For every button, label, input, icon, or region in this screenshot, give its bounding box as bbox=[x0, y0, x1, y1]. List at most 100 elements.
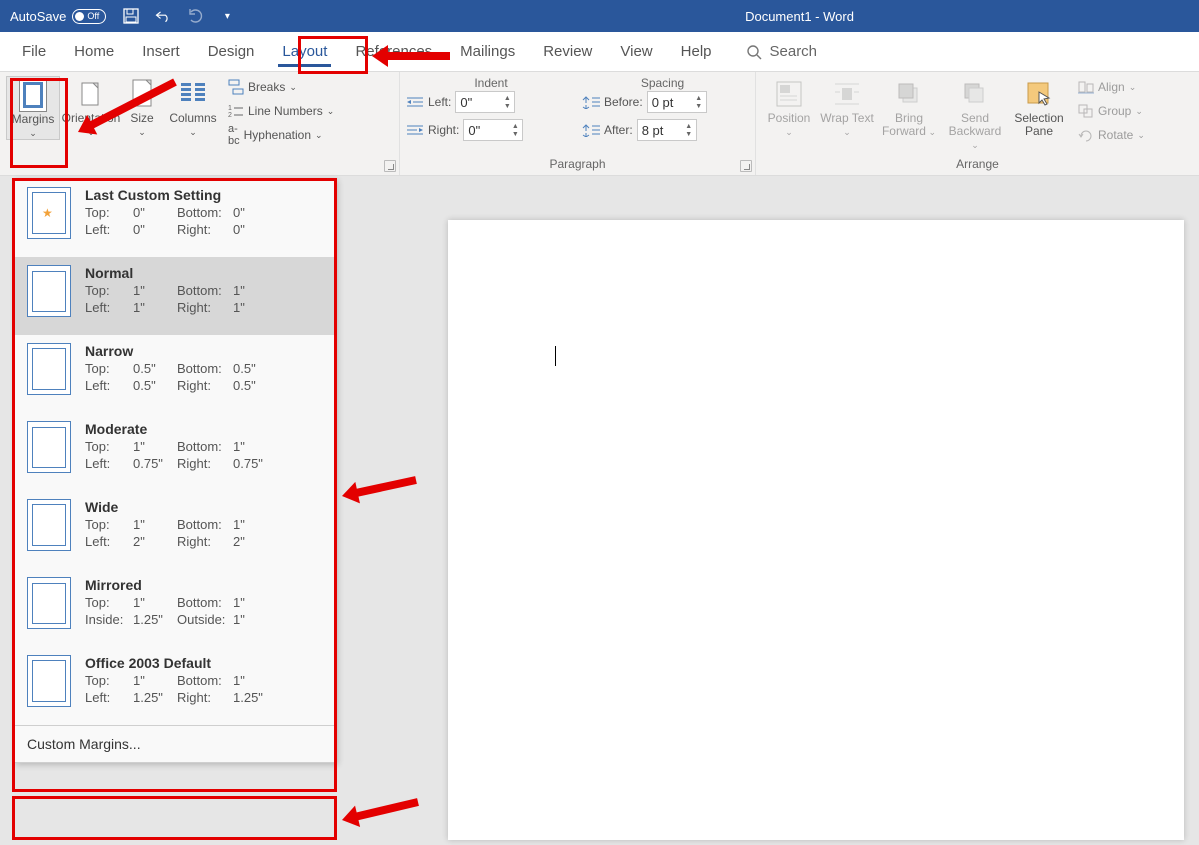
group-icon bbox=[1078, 104, 1094, 118]
margins-button[interactable]: Margins⌄ bbox=[6, 76, 60, 140]
margin-option-last-custom-setting[interactable]: ★ Last Custom Setting Top:0"Bottom:0"Left:… bbox=[15, 179, 335, 257]
margin-option-name: Moderate bbox=[85, 421, 323, 437]
tab-insert[interactable]: Insert bbox=[128, 32, 194, 71]
paragraph-expander[interactable] bbox=[740, 160, 752, 172]
autosave-label: AutoSave bbox=[10, 9, 66, 24]
position-button: Position⌄ bbox=[762, 76, 816, 138]
svg-text:2: 2 bbox=[228, 112, 232, 119]
hyphenation-icon: a-bc bbox=[228, 123, 240, 147]
spacing-header: Spacing bbox=[576, 76, 749, 90]
margin-preview-icon bbox=[27, 265, 71, 317]
tab-design[interactable]: Design bbox=[194, 32, 269, 71]
custom-margins-button[interactable]: Custom Margins... bbox=[15, 725, 335, 762]
margins-icon bbox=[19, 78, 47, 112]
save-icon[interactable] bbox=[122, 7, 140, 25]
tab-review[interactable]: Review bbox=[529, 32, 606, 71]
spacing-before-row: Before: 0 pt▲▼ bbox=[582, 90, 749, 114]
margin-preview-icon bbox=[27, 655, 71, 707]
rotate-icon bbox=[1078, 128, 1094, 142]
tab-mailings[interactable]: Mailings bbox=[446, 32, 529, 71]
wrap-text-button: Wrap Text⌄ bbox=[820, 76, 874, 138]
ribbon-group-arrange: Position⌄ Wrap Text⌄ Bring Forward ⌄ Sen… bbox=[756, 72, 1199, 175]
margin-preview-icon: ★ bbox=[27, 187, 71, 239]
quick-access-toolbar: ▾ bbox=[122, 7, 236, 25]
selection-pane-icon bbox=[1025, 80, 1053, 108]
margin-values: Top:1"Bottom:1"Inside:1.25"Outside:1" bbox=[85, 595, 323, 627]
tab-home[interactable]: Home bbox=[60, 32, 128, 71]
page-setup-expander[interactable] bbox=[384, 160, 396, 172]
margin-preview-icon bbox=[27, 577, 71, 629]
document-title: Document1 - Word bbox=[745, 9, 854, 24]
send-backward-icon bbox=[961, 80, 989, 108]
autosave-toggle[interactable]: Off bbox=[72, 9, 106, 24]
indent-left-row: Left: 0"▲▼ bbox=[406, 90, 576, 114]
margin-option-name: Mirrored bbox=[85, 577, 323, 593]
arrange-label: Arrange bbox=[762, 157, 1193, 173]
margin-values: Top:1"Bottom:1"Left:0.75"Right:0.75" bbox=[85, 439, 323, 471]
ribbon: Margins⌄ Orientation⌄ Size⌄ Columns⌄ Bre… bbox=[0, 72, 1199, 176]
hyphenation-button[interactable]: a-bcHyphenation⌄ bbox=[228, 124, 334, 146]
indent-right-input[interactable]: 0"▲▼ bbox=[463, 119, 523, 141]
margin-values: Top:0"Bottom:0"Left:0"Right:0" bbox=[85, 205, 323, 237]
indent-right-row: Right: 0"▲▼ bbox=[406, 118, 576, 142]
margin-values: Top:0.5"Bottom:0.5"Left:0.5"Right:0.5" bbox=[85, 361, 323, 393]
margin-option-narrow[interactable]: Narrow Top:0.5"Bottom:0.5"Left:0.5"Right:… bbox=[15, 335, 335, 413]
indent-left-icon bbox=[406, 95, 424, 109]
margin-option-normal[interactable]: Normal Top:1"Bottom:1"Left:1"Right:1" bbox=[15, 257, 335, 335]
ribbon-group-paragraph: Indent Spacing Left: 0"▲▼ Right: 0"▲▼ bbox=[400, 72, 756, 175]
margin-values: Top:1"Bottom:1"Left:2"Right:2" bbox=[85, 517, 323, 549]
tab-file[interactable]: File bbox=[8, 32, 60, 71]
document-page[interactable] bbox=[448, 220, 1184, 840]
margin-option-name: Office 2003 Default bbox=[85, 655, 323, 671]
autosave-group: AutoSave Off bbox=[10, 9, 106, 24]
search-icon bbox=[746, 44, 762, 60]
position-icon bbox=[775, 80, 803, 108]
margin-preview-icon bbox=[27, 499, 71, 551]
margin-option-office-2003-default[interactable]: Office 2003 Default Top:1"Bottom:1"Left:1… bbox=[15, 647, 335, 725]
margin-option-name: Normal bbox=[85, 265, 323, 281]
line-numbers-icon: 12 bbox=[228, 103, 244, 119]
spacing-before-input[interactable]: 0 pt▲▼ bbox=[647, 91, 707, 113]
margin-option-wide[interactable]: Wide Top:1"Bottom:1"Left:2"Right:2" bbox=[15, 491, 335, 569]
redo-icon[interactable] bbox=[186, 7, 204, 25]
margin-option-moderate[interactable]: Moderate Top:1"Bottom:1"Left:0.75"Right:0… bbox=[15, 413, 335, 491]
margin-option-name: Last Custom Setting bbox=[85, 187, 323, 203]
margin-preview-icon bbox=[27, 421, 71, 473]
tab-view[interactable]: View bbox=[606, 32, 666, 71]
bring-forward-icon bbox=[895, 80, 923, 108]
search-box[interactable]: Search bbox=[746, 43, 818, 60]
breaks-icon bbox=[228, 79, 244, 95]
spacing-after-input[interactable]: 8 pt▲▼ bbox=[637, 119, 697, 141]
send-backward-button: Send Backward ⌄ bbox=[944, 76, 1006, 152]
indent-header: Indent bbox=[406, 76, 576, 90]
spacing-after-row: After: 8 pt▲▼ bbox=[582, 118, 749, 142]
qat-dropdown-icon[interactable]: ▾ bbox=[218, 7, 236, 25]
title-bar: AutoSave Off ▾ Document1 - Word bbox=[0, 0, 1199, 32]
margin-values: Top:1"Bottom:1"Left:1.25"Right:1.25" bbox=[85, 673, 323, 705]
group-button: Group⌄ bbox=[1078, 100, 1145, 122]
tab-help[interactable]: Help bbox=[667, 32, 726, 71]
rotate-button: Rotate⌄ bbox=[1078, 124, 1145, 146]
align-button: Align⌄ bbox=[1078, 76, 1145, 98]
text-cursor bbox=[555, 346, 556, 366]
bring-forward-button: Bring Forward ⌄ bbox=[878, 76, 940, 138]
margin-values: Top:1"Bottom:1"Left:1"Right:1" bbox=[85, 283, 323, 315]
align-icon bbox=[1078, 80, 1094, 94]
undo-icon[interactable] bbox=[154, 7, 172, 25]
indent-right-icon bbox=[406, 123, 424, 137]
margin-option-mirrored[interactable]: Mirrored Top:1"Bottom:1"Inside:1.25"Outsi… bbox=[15, 569, 335, 647]
spacing-before-icon bbox=[582, 95, 600, 109]
ribbon-tabs: File Home Insert Design Layout Reference… bbox=[0, 32, 1199, 72]
line-numbers-button[interactable]: 12Line Numbers⌄ bbox=[228, 100, 334, 122]
margin-preview-icon bbox=[27, 343, 71, 395]
breaks-button[interactable]: Breaks⌄ bbox=[228, 76, 334, 98]
selection-pane-button[interactable]: Selection Pane bbox=[1010, 76, 1068, 138]
margin-option-name: Wide bbox=[85, 499, 323, 515]
paragraph-label: Paragraph bbox=[406, 157, 749, 173]
indent-left-input[interactable]: 0"▲▼ bbox=[455, 91, 515, 113]
annotation-arrow bbox=[352, 41, 450, 71]
margin-option-name: Narrow bbox=[85, 343, 323, 359]
margins-dropdown: ★ Last Custom Setting Top:0"Bottom:0"Left:… bbox=[14, 178, 336, 763]
tab-layout[interactable]: Layout bbox=[268, 32, 341, 71]
svg-text:1: 1 bbox=[228, 105, 232, 112]
